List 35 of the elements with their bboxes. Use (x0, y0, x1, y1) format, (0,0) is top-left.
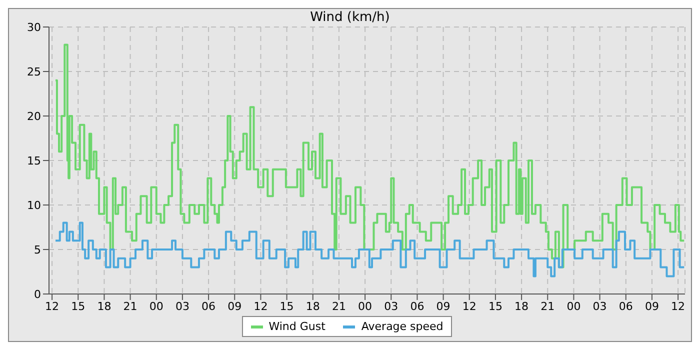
x-tick-label: 03 (592, 300, 607, 313)
legend-label: Wind Gust (268, 320, 326, 333)
x-tick-label: 15 (71, 300, 86, 313)
x-tick-label: 06 (410, 300, 424, 313)
y-tick-label: 0 (34, 288, 41, 301)
x-tick-label: 21 (332, 300, 346, 313)
x-tick-label: 21 (123, 300, 138, 313)
x-tick-label: 15 (488, 300, 502, 313)
y-tick-label: 15 (27, 154, 41, 168)
x-tick-label: 15 (280, 300, 294, 313)
x-tick-label: 18 (306, 300, 320, 313)
y-tick-label: 30 (27, 20, 41, 34)
x-tick-label: 09 (436, 300, 450, 313)
x-tick-label: 00 (149, 300, 164, 313)
x-tick-label: 18 (514, 300, 529, 313)
x-tick-label: 12 (462, 300, 476, 313)
y-tick-label: 20 (27, 110, 41, 123)
x-tick-label: 21 (540, 300, 555, 313)
chart-title: Wind (km/h) (310, 10, 390, 25)
legend-label: Average speed (361, 320, 444, 333)
x-tick-label: 12 (671, 300, 686, 313)
x-tick-label: 09 (644, 300, 659, 313)
y-tick-label: 25 (27, 65, 41, 78)
x-tick-label: 00 (566, 300, 581, 313)
x-tick-label: 12 (254, 300, 268, 313)
x-tick-label: 06 (202, 300, 216, 313)
x-tick-label: 12 (45, 300, 60, 313)
y-tick-label: 10 (27, 198, 41, 212)
y-tick-label: 5 (34, 243, 41, 256)
x-tick-label: 03 (175, 300, 190, 313)
x-tick-label: 18 (97, 300, 112, 313)
x-tick-label: 03 (384, 300, 398, 313)
x-tick-label: 06 (618, 300, 633, 313)
x-tick-label: 00 (358, 300, 372, 313)
x-tick-label: 09 (228, 300, 242, 313)
